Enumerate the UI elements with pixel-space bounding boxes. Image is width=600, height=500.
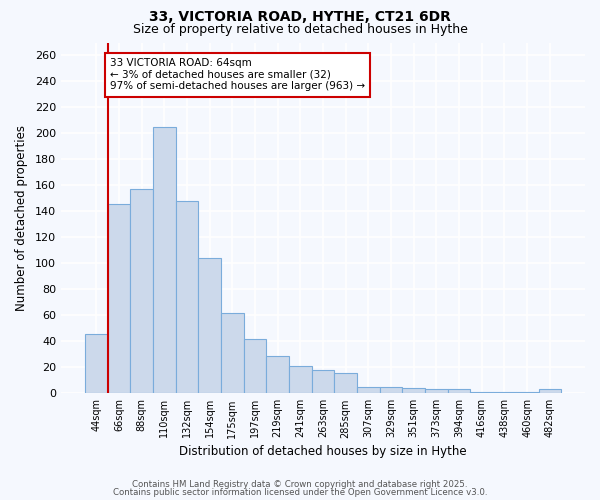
Bar bbox=[470, 392, 493, 394]
Bar bbox=[380, 387, 403, 394]
Bar bbox=[198, 258, 221, 394]
Bar bbox=[289, 366, 311, 394]
Bar bbox=[176, 201, 198, 394]
Text: Contains public sector information licensed under the Open Government Licence v3: Contains public sector information licen… bbox=[113, 488, 487, 497]
Bar bbox=[221, 313, 244, 394]
Bar bbox=[153, 127, 176, 394]
Bar bbox=[357, 387, 380, 394]
Y-axis label: Number of detached properties: Number of detached properties bbox=[15, 125, 28, 311]
Bar bbox=[334, 372, 357, 394]
Bar bbox=[493, 392, 516, 394]
Text: 33, VICTORIA ROAD, HYTHE, CT21 6DR: 33, VICTORIA ROAD, HYTHE, CT21 6DR bbox=[149, 10, 451, 24]
Bar bbox=[266, 356, 289, 394]
Bar bbox=[311, 370, 334, 394]
X-axis label: Distribution of detached houses by size in Hythe: Distribution of detached houses by size … bbox=[179, 444, 467, 458]
Text: Size of property relative to detached houses in Hythe: Size of property relative to detached ho… bbox=[133, 22, 467, 36]
Bar bbox=[107, 204, 130, 394]
Bar bbox=[425, 390, 448, 394]
Text: Contains HM Land Registry data © Crown copyright and database right 2025.: Contains HM Land Registry data © Crown c… bbox=[132, 480, 468, 489]
Bar bbox=[403, 388, 425, 394]
Bar bbox=[244, 338, 266, 394]
Bar bbox=[85, 334, 107, 394]
Bar bbox=[539, 390, 561, 394]
Bar bbox=[130, 190, 153, 394]
Text: 33 VICTORIA ROAD: 64sqm
← 3% of detached houses are smaller (32)
97% of semi-det: 33 VICTORIA ROAD: 64sqm ← 3% of detached… bbox=[110, 58, 365, 92]
Bar bbox=[448, 390, 470, 394]
Bar bbox=[516, 392, 539, 394]
